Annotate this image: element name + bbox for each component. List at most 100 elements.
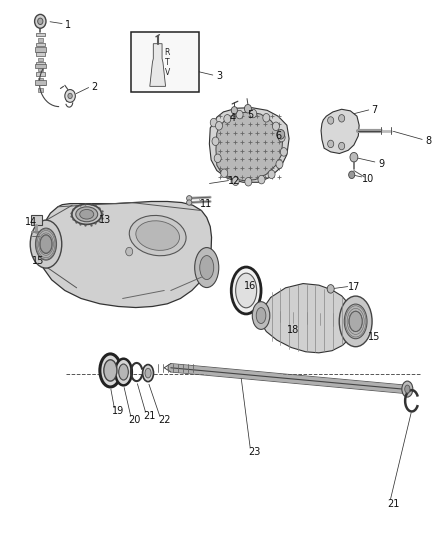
Circle shape [244,104,251,113]
Bar [31,215,42,225]
Text: 1: 1 [65,20,71,30]
Polygon shape [39,201,212,308]
Text: 10: 10 [362,174,374,183]
Circle shape [126,247,133,256]
Text: 19: 19 [112,407,124,416]
Text: 3: 3 [216,71,222,80]
Ellipse shape [252,302,270,329]
Text: 14: 14 [25,217,38,227]
Text: 20: 20 [129,415,141,425]
Text: R
T
V: R T V [165,48,170,77]
Circle shape [68,93,72,99]
Bar [36,82,45,85]
Circle shape [215,122,223,130]
Text: 13: 13 [99,215,111,224]
Circle shape [38,18,43,25]
Ellipse shape [145,368,151,378]
Circle shape [272,122,279,131]
Bar [35,80,46,85]
Circle shape [277,130,285,139]
Text: 9: 9 [378,159,384,168]
Ellipse shape [339,296,372,346]
Circle shape [221,169,228,177]
Text: 7: 7 [371,106,378,115]
Ellipse shape [129,215,186,256]
Circle shape [250,109,257,118]
Text: 8: 8 [425,136,431,146]
Text: 12: 12 [228,176,240,186]
Ellipse shape [344,304,367,339]
Polygon shape [321,109,359,154]
Bar [131,32,199,92]
Ellipse shape [30,220,62,268]
Text: 18: 18 [286,326,299,335]
Circle shape [276,160,283,168]
Circle shape [224,115,231,123]
Bar [36,62,45,66]
Ellipse shape [76,207,98,222]
Ellipse shape [402,381,413,397]
Circle shape [214,154,221,163]
Circle shape [280,148,287,156]
Bar [36,43,45,46]
Polygon shape [216,112,283,181]
Ellipse shape [349,311,362,332]
Ellipse shape [143,365,153,382]
Circle shape [327,285,334,293]
Ellipse shape [236,273,257,308]
Ellipse shape [194,247,219,288]
Text: 22: 22 [158,415,170,425]
Polygon shape [209,108,289,182]
Text: 4: 4 [229,114,235,123]
Ellipse shape [119,364,128,380]
Bar [35,64,46,68]
Bar [36,52,45,56]
Circle shape [232,177,239,185]
Bar [38,49,43,52]
Ellipse shape [256,308,266,324]
Text: 2: 2 [91,83,97,92]
Circle shape [268,170,275,179]
Text: 23: 23 [248,447,260,457]
Bar [38,88,43,92]
Bar [36,33,45,36]
Ellipse shape [200,255,214,279]
Text: 15: 15 [368,332,381,342]
Circle shape [350,152,358,162]
Bar [38,78,43,81]
Text: 21: 21 [144,411,156,421]
Circle shape [328,140,334,148]
Circle shape [349,171,355,179]
Ellipse shape [231,267,261,314]
Ellipse shape [40,235,52,253]
Ellipse shape [104,360,117,381]
Ellipse shape [35,228,57,260]
Circle shape [245,177,252,186]
Circle shape [231,107,237,114]
Bar [38,38,43,42]
Ellipse shape [72,204,102,224]
Text: 17: 17 [348,282,360,292]
Circle shape [339,115,345,122]
Text: 11: 11 [200,199,212,208]
Ellipse shape [136,221,180,251]
Ellipse shape [80,209,94,219]
Text: 15: 15 [32,256,45,266]
Circle shape [263,114,270,122]
Text: 16: 16 [244,281,257,291]
Ellipse shape [405,385,410,393]
Text: 6: 6 [275,131,281,141]
Circle shape [258,175,265,184]
Bar [35,47,46,52]
Circle shape [339,142,345,150]
Ellipse shape [187,200,192,205]
Polygon shape [259,284,354,353]
Circle shape [212,137,219,146]
Circle shape [35,14,46,28]
Circle shape [210,118,217,127]
Circle shape [328,117,334,124]
Ellipse shape [115,359,132,385]
Circle shape [65,90,75,102]
Circle shape [278,133,285,142]
Text: 5: 5 [247,110,254,120]
